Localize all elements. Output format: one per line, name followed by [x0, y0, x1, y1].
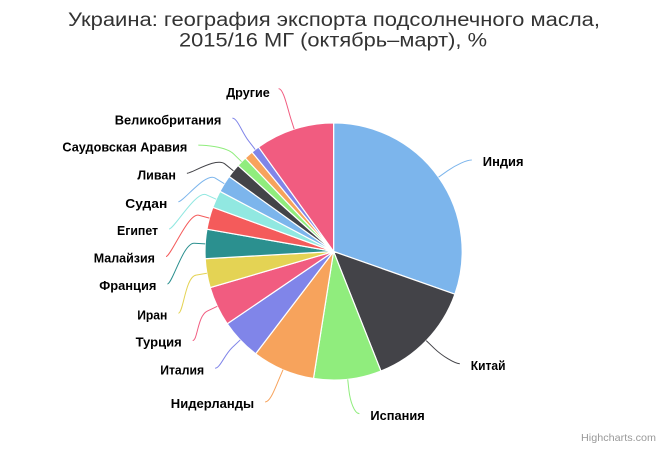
svg-text:Другие: Другие — [226, 85, 270, 100]
svg-text:Египет: Египет — [117, 223, 158, 238]
svg-text:Украина: география экспорта по: Украина: география экспорта подсолнечног… — [68, 10, 600, 31]
svg-text:2015/16 МГ (октябрь–март), %: 2015/16 МГ (октябрь–март), % — [179, 30, 487, 51]
svg-text:Испания: Испания — [370, 408, 424, 423]
svg-text:Иран: Иран — [137, 307, 167, 322]
svg-text:Франция: Франция — [99, 278, 156, 293]
svg-text:Саудовская Аравия: Саудовская Аравия — [62, 139, 187, 154]
svg-text:Судан: Судан — [125, 196, 167, 211]
svg-text:Италия: Италия — [160, 362, 204, 377]
svg-text:Великобритания: Великобритания — [115, 112, 222, 127]
svg-text:Индия: Индия — [483, 154, 524, 169]
svg-text:Нидерланды: Нидерланды — [171, 396, 254, 411]
svg-text:Highcharts.com: Highcharts.com — [581, 432, 656, 444]
svg-text:Китай: Китай — [471, 358, 506, 373]
svg-text:Турция: Турция — [136, 335, 182, 350]
svg-text:Малайзия: Малайзия — [94, 251, 155, 266]
svg-text:Ливан: Ливан — [137, 168, 176, 183]
